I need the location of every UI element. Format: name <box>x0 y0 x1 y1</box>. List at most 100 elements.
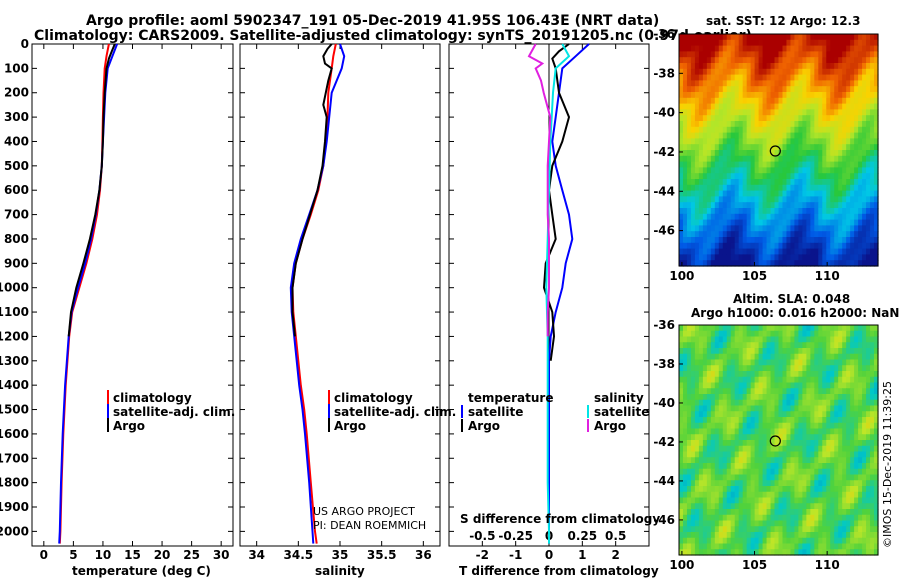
map-cell <box>779 388 784 394</box>
map-cell <box>814 115 819 121</box>
map-cell <box>822 469 827 475</box>
map-cell <box>779 173 784 179</box>
map-cell <box>854 254 859 260</box>
map-cell <box>838 411 843 417</box>
map-cell <box>755 538 760 544</box>
map-cell <box>679 377 684 383</box>
map-cell <box>751 80 756 86</box>
map-cell <box>822 342 827 348</box>
map-cell <box>679 75 684 81</box>
map-cell <box>858 191 863 197</box>
map-cell <box>866 365 871 371</box>
map-cell <box>854 144 859 150</box>
map-cell <box>687 208 692 214</box>
map-cell <box>814 492 819 498</box>
map-cell <box>703 63 708 69</box>
map-cell <box>814 365 819 371</box>
map-cell <box>751 104 756 110</box>
map-cell <box>830 360 835 366</box>
map-cell <box>739 463 744 469</box>
map-cell <box>858 214 863 220</box>
map-cell <box>846 144 851 150</box>
map-cell <box>683 254 688 260</box>
map-cell <box>826 225 831 231</box>
map-cell <box>679 411 684 417</box>
map-cell <box>743 429 748 435</box>
map-cell <box>794 498 799 504</box>
map-cell <box>771 138 776 144</box>
map-cell <box>695 46 700 52</box>
map-cell <box>870 63 875 69</box>
map-cell <box>743 115 748 121</box>
map-cell <box>719 440 724 446</box>
map-cell <box>794 191 799 197</box>
map-cell <box>782 365 787 371</box>
map-cell <box>715 156 720 162</box>
map-cell <box>850 457 855 463</box>
map-cell <box>858 51 863 57</box>
map-cell <box>838 394 843 400</box>
map-cell <box>767 538 772 544</box>
map-cell <box>830 86 835 92</box>
map-cell <box>866 92 871 98</box>
map-cell <box>723 69 728 75</box>
map-cell <box>806 202 811 208</box>
map-cell <box>771 498 776 504</box>
map-cell <box>802 388 807 394</box>
map-cell <box>826 254 831 260</box>
map-cell <box>830 115 835 121</box>
map-cell <box>683 503 688 509</box>
map-cell <box>751 220 756 226</box>
map-cell <box>862 243 867 249</box>
map-cell <box>794 480 799 486</box>
map-cell <box>747 406 752 412</box>
map-cell <box>786 503 791 509</box>
map-cell <box>747 394 752 400</box>
map-cell <box>763 492 768 498</box>
map-cell <box>739 388 744 394</box>
map-cell <box>763 325 768 331</box>
map-cell <box>834 360 839 366</box>
y-tick-label: 1700 <box>0 451 29 465</box>
map-cell <box>782 51 787 57</box>
map-cell <box>723 75 728 81</box>
map-cell <box>771 104 776 110</box>
map-cell <box>779 429 784 435</box>
map-cell <box>790 331 795 337</box>
map-cell <box>862 92 867 98</box>
map-cell <box>743 214 748 220</box>
map-cell <box>695 532 700 538</box>
map-x-tick-label: 105 <box>742 269 767 283</box>
map-cell <box>759 46 764 52</box>
map-cell <box>763 486 768 492</box>
map-cell <box>751 57 756 63</box>
map-cell <box>679 354 684 360</box>
map-cell <box>715 57 720 63</box>
map-cell <box>854 434 859 440</box>
map-cell <box>846 365 851 371</box>
map-cell <box>687 515 692 521</box>
map-cell <box>794 185 799 191</box>
map-cell <box>854 526 859 532</box>
map-cell <box>679 231 684 237</box>
map-cell <box>707 115 712 121</box>
map-cell <box>751 150 756 156</box>
map-cell <box>830 475 835 481</box>
map-cell <box>727 34 732 40</box>
map-cell <box>862 162 867 168</box>
y-tick-label: 1900 <box>0 500 29 514</box>
map-cell <box>870 532 875 538</box>
map-cell <box>826 463 831 469</box>
map-cell <box>846 80 851 86</box>
map-cell <box>850 225 855 231</box>
y-tick-label: 0 <box>21 37 29 51</box>
map-cell <box>794 196 799 202</box>
y-tick-label: 1600 <box>0 427 29 441</box>
map-cell <box>715 503 720 509</box>
map-cell <box>818 243 823 249</box>
sla-map-subtitle: Argo h1000: 0.016 h2000: NaN <box>691 306 899 320</box>
map-cell <box>755 185 760 191</box>
map-cell <box>767 515 772 521</box>
map-cell <box>687 249 692 255</box>
map-cell <box>830 75 835 81</box>
